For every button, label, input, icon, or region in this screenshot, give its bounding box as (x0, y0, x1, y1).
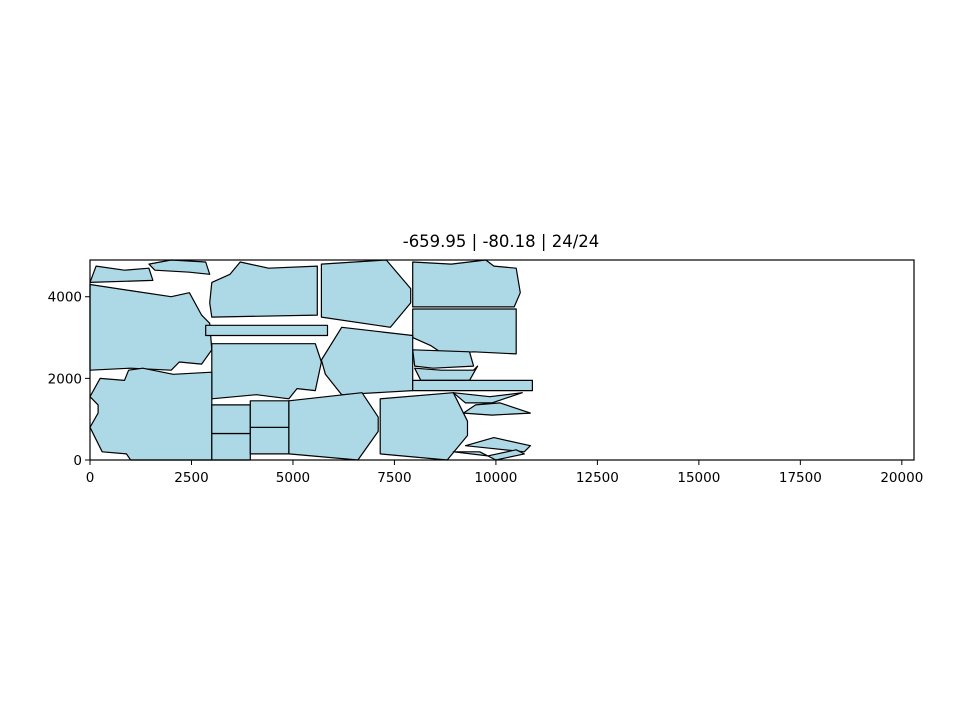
x-tick-label: 15000 (677, 470, 720, 486)
piece-3 (89, 283, 213, 371)
x-tick-label: 17500 (779, 470, 822, 486)
x-tick-label: 2500 (174, 470, 208, 486)
piece-23 (464, 437, 532, 453)
y-tick-label: 4000 (48, 290, 82, 306)
piece-14 (89, 367, 213, 461)
x-axis: 0 2500 5000 7500 10000 12500 15000 17500 20000 (86, 460, 923, 486)
piece-22 (462, 402, 532, 416)
y-tick-label: 2000 (48, 371, 82, 387)
piece-19 (288, 392, 379, 461)
x-tick-label: 0 (86, 470, 95, 486)
piece-7 (205, 324, 329, 337)
piece-9 (211, 343, 322, 400)
y-axis: 0 2000 4000 (48, 290, 90, 469)
piece-8 (412, 308, 517, 355)
x-tick-label: 12500 (576, 470, 619, 486)
piece-17 (249, 426, 290, 455)
x-tick-label: 7500 (377, 470, 411, 486)
piece-4 (209, 261, 318, 318)
piece-13 (412, 379, 534, 392)
x-tick-label: 10000 (474, 470, 517, 486)
piece-12 (414, 365, 479, 381)
piece-5 (320, 259, 412, 328)
piece-10 (320, 326, 414, 396)
piece-6 (412, 259, 521, 308)
y-tick-label: 0 (73, 453, 82, 469)
piece-11 (412, 349, 475, 369)
chart-title: -659.95 | -80.18 | 24/24 (403, 232, 600, 251)
piece-20 (379, 392, 469, 461)
piece-18 (249, 400, 290, 428)
piece-2 (148, 259, 211, 275)
x-tick-label: 5000 (276, 470, 310, 486)
x-tick-label: 20000 (880, 470, 923, 486)
piece-24 (452, 449, 525, 461)
piece-16 (211, 404, 251, 435)
piece-15 (211, 432, 251, 461)
piece-21 (452, 392, 523, 404)
pieces-group (89, 259, 534, 461)
plot-frame (89, 259, 915, 461)
piece-1 (89, 265, 154, 283)
